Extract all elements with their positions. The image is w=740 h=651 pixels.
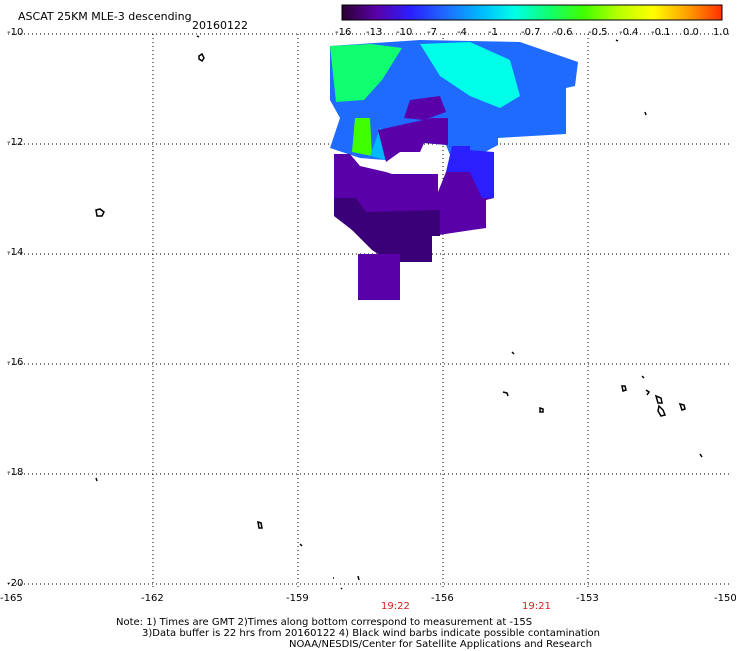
note-line-3: NOAA/NESDIS/Center for Satellite Applica… xyxy=(289,639,593,650)
lon-label: -150 xyxy=(714,593,737,604)
colorbar-label: -0.5 xyxy=(588,27,608,38)
island xyxy=(654,394,663,404)
island xyxy=(615,39,619,42)
data-region xyxy=(358,254,400,300)
colorbar-label: -1 xyxy=(488,27,498,38)
data-region xyxy=(420,42,520,108)
data-region xyxy=(334,198,440,262)
island xyxy=(357,575,360,581)
lat-label: -14 xyxy=(7,247,24,258)
graticule xyxy=(8,33,732,590)
colorbar-gradient xyxy=(341,4,723,21)
lat-label: -10 xyxy=(7,27,24,38)
island xyxy=(645,389,651,396)
colorbar xyxy=(341,4,723,21)
lat-label: -18 xyxy=(7,467,24,478)
colorbar-label: -0.1 xyxy=(651,27,671,38)
island xyxy=(539,406,544,413)
data-region xyxy=(446,146,470,172)
note-line-2: 3)Data buffer is 22 hrs from 20160122 4)… xyxy=(142,628,600,639)
map-date: 20160122 xyxy=(192,19,248,32)
lon-label: -153 xyxy=(576,593,599,604)
lat-label: -16 xyxy=(7,357,24,368)
island xyxy=(641,375,645,379)
island xyxy=(95,208,105,217)
colorbar-label: -0.7 xyxy=(521,27,541,38)
colorbar-label: -0.4 xyxy=(619,27,639,38)
time-label: 19:21 xyxy=(522,601,551,612)
island xyxy=(198,52,205,63)
data-region xyxy=(330,44,402,102)
colorbar-label: -4 xyxy=(457,27,467,38)
data-region xyxy=(352,118,372,156)
island xyxy=(511,351,515,355)
island xyxy=(621,385,627,392)
map-title: ASCAT 25KM MLE-3 descending xyxy=(18,10,192,23)
island xyxy=(502,391,509,397)
island xyxy=(95,477,98,482)
island xyxy=(644,111,647,116)
data-region xyxy=(404,96,446,120)
lon-label: -162 xyxy=(141,593,164,604)
lat-label: -20 xyxy=(7,578,24,589)
island xyxy=(678,402,686,411)
colorbar-label: -0.6 xyxy=(553,27,573,38)
note-line-1: Note: 1) Times are GMT 2)Times along bot… xyxy=(116,617,533,628)
island xyxy=(340,587,343,590)
data-region xyxy=(466,56,508,90)
lat-label: -12 xyxy=(7,137,24,148)
lon-label: -165 xyxy=(0,593,23,604)
data-region xyxy=(468,150,494,198)
island xyxy=(299,543,303,547)
colorbar-label: 0.0 xyxy=(683,27,699,38)
lon-label: -159 xyxy=(286,593,309,604)
colorbar-label: 1.0 xyxy=(713,27,729,38)
colorbar-label: -13 xyxy=(366,27,383,38)
island xyxy=(699,453,703,458)
time-label: 19:22 xyxy=(381,601,410,612)
island xyxy=(196,35,200,38)
island xyxy=(257,520,263,529)
coastlines xyxy=(95,35,703,590)
colorbar-label: -10 xyxy=(396,27,413,38)
colorbar-label: -7 xyxy=(427,27,437,38)
data-region xyxy=(378,118,448,162)
island xyxy=(657,404,667,417)
wind-data-field xyxy=(330,40,578,300)
colorbar-label: -16 xyxy=(335,27,352,38)
lon-label: -156 xyxy=(431,593,454,604)
